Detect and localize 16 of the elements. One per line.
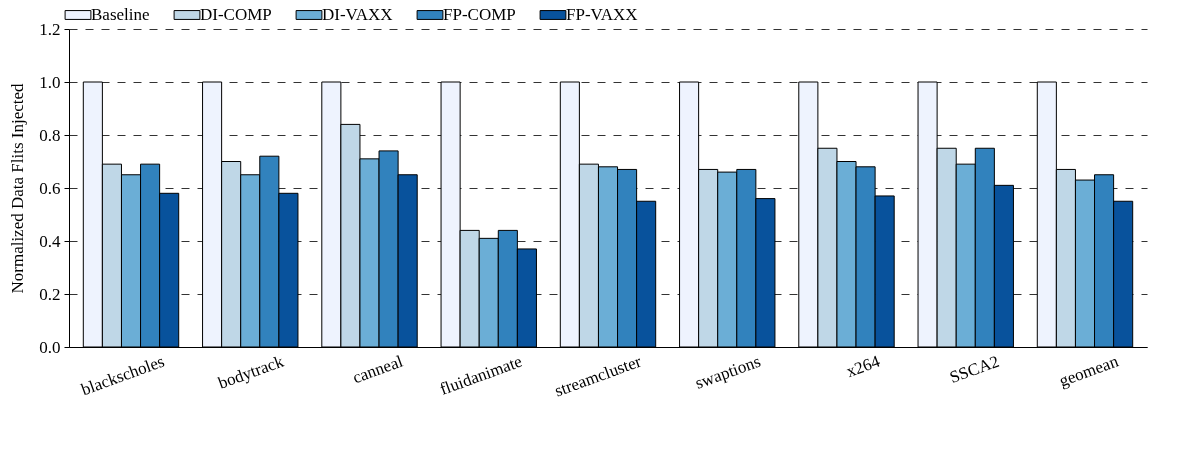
x-tick-label: SSCA2 [947, 351, 1002, 387]
y-tick-label: 0.4 [39, 231, 61, 251]
y-axis-title: Normalized Data Flits Injected [8, 82, 28, 294]
legend-label: DI-COMP [200, 5, 272, 24]
legend-label: FP-COMP [443, 5, 516, 24]
legend-label: Baseline [91, 5, 150, 24]
x-tick-label: x264 [843, 351, 883, 382]
y-tick-label: 1.0 [39, 72, 61, 92]
y-tick-label: 0.0 [39, 337, 61, 357]
y-tick-label: 1.2 [39, 19, 61, 39]
x-tick-label: canneal [350, 351, 406, 388]
legend-label: FP-VAXX [566, 5, 638, 24]
y-tick-label: 0.6 [39, 178, 61, 198]
legend-label: DI-VAXX [322, 5, 393, 24]
y-tick-label: 0.8 [39, 125, 61, 145]
y-tick-label: 0.2 [39, 284, 61, 304]
